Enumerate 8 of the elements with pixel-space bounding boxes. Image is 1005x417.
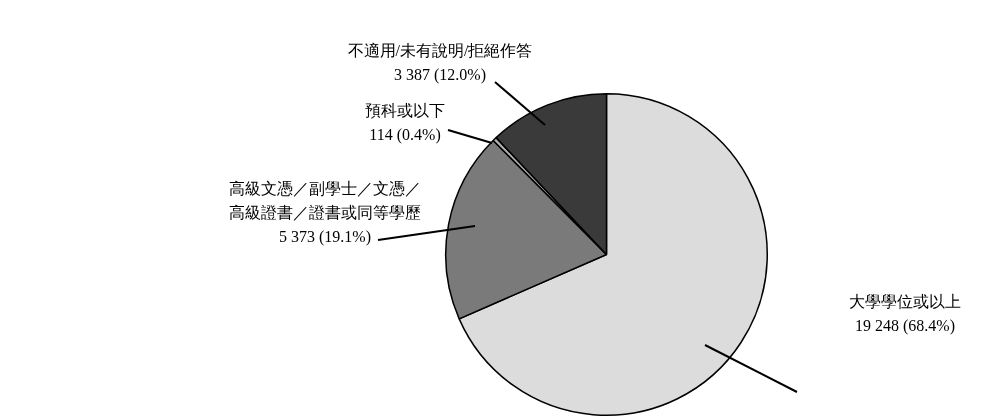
slice-label: 高級文憑／副學士／文憑／高級證書／證書或同等學歷 <box>229 180 421 222</box>
data-label: 19 248 (68.4%) <box>855 317 955 336</box>
data-label: 114 (0.4%) <box>369 126 441 145</box>
data-label: 3 387 (12.0%) <box>394 66 486 85</box>
slice-label: 不適用/未有說明/拒絕作答 <box>347 42 533 60</box>
data-label: 5 373 (19.1%) <box>279 228 371 247</box>
slice-label: 預科或以下 <box>365 102 445 120</box>
slice-label: 大學學位或以上 <box>849 293 961 311</box>
